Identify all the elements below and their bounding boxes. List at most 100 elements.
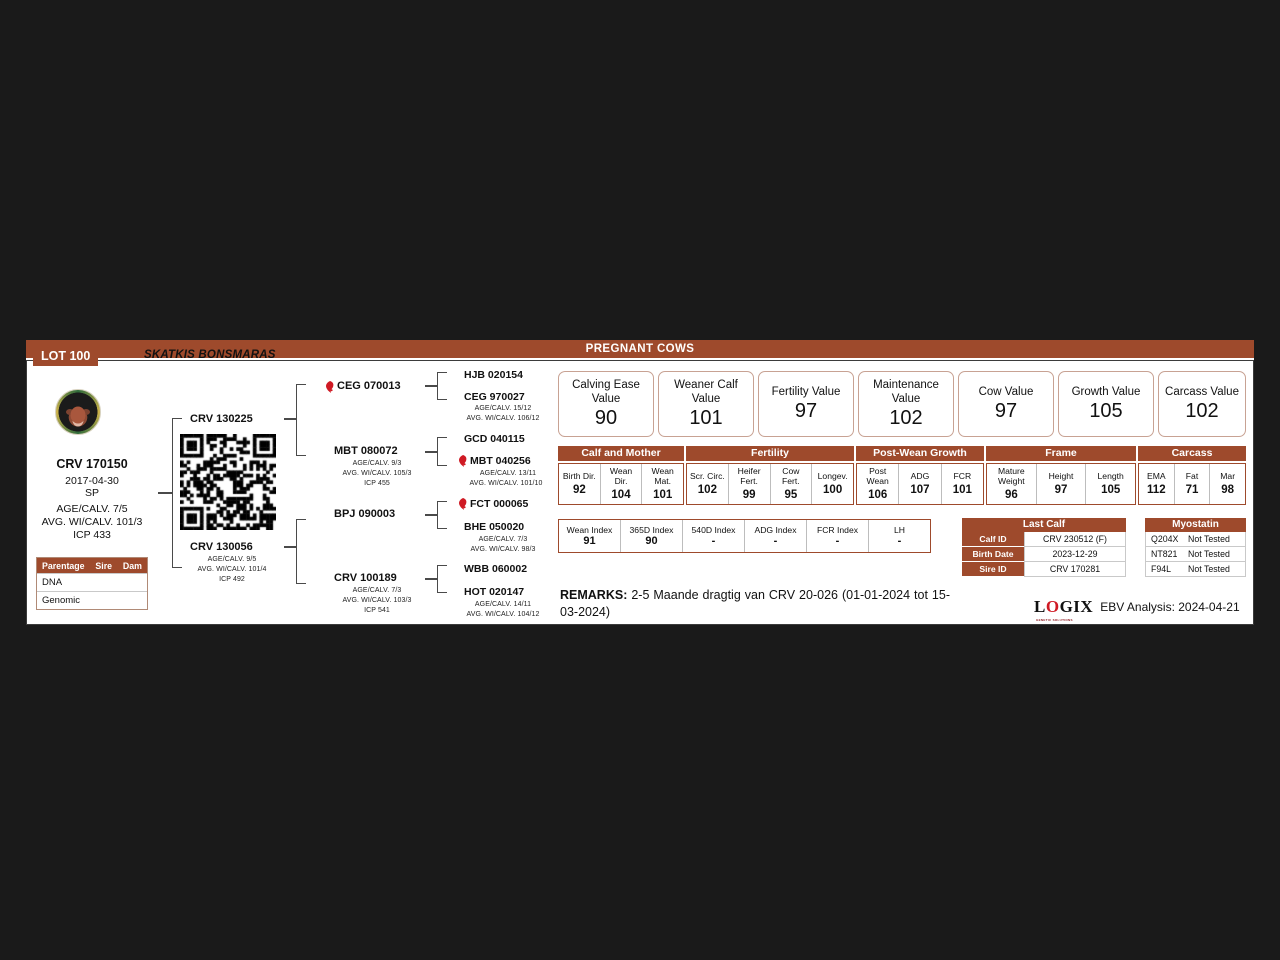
ebv-trait-mar: Mar 98	[1210, 464, 1245, 504]
ebv-analysis-date: EBV Analysis: 2024-04-21	[1100, 600, 1240, 614]
table-row: F94L Not Tested	[1145, 562, 1246, 577]
ebv-trait-value: 99	[742, 488, 756, 501]
value-box-label: Growth Value	[1071, 385, 1141, 398]
ebv-traits-calf-and-mother: Birth Dir. 92 Wean Dir. 104 Wean Mat. 10…	[558, 463, 684, 505]
qr-code[interactable]	[180, 434, 276, 530]
ped-gen3-6-id: WBB 060002	[464, 563, 528, 575]
remarks-block: REMARKS: 2-5 Maande dragtig van CRV 20-0…	[560, 587, 950, 621]
myostatin-table: Myostatin Q204X Not Tested NT821 Not Tes…	[1145, 518, 1246, 577]
connector-sire-bracket	[296, 384, 306, 456]
index-label: Wean Index	[566, 525, 613, 535]
logix-letter-o: O	[1045, 597, 1060, 616]
ped-gen2-3-avg: AVG. WI/CALV. 103/3	[342, 597, 412, 604]
ped-gen2-3-age-calv: AGE/CALV. 7/3	[352, 587, 402, 594]
table-row: Birth Date 2023-12-29	[962, 547, 1126, 562]
animal-code: SP	[84, 487, 99, 499]
ebv-trait-value: 105	[1101, 483, 1121, 496]
connector-g2-1-bracket	[437, 437, 447, 466]
table-row: Sire ID CRV 170281	[962, 562, 1126, 577]
index-label: LH	[894, 525, 905, 535]
ebv-group-header-carcass: Carcass	[1138, 446, 1246, 461]
ped-gen2-0-id: CEG 070013	[337, 380, 401, 392]
ebv-trait-label: Length	[1097, 471, 1124, 482]
ebv-trait-wean-mat: Wean Mat. 101	[642, 464, 683, 504]
value-box-fertility: Fertility Value 97	[758, 371, 854, 437]
ebv-trait-label: Wean Mat.	[651, 466, 674, 486]
ebv-trait-label: Birth Dir.	[562, 471, 596, 482]
ebv-traits-carcass: EMA 112 Fat 71 Mar 98	[1138, 463, 1246, 505]
myostatin-status: Not Tested	[1188, 564, 1230, 574]
ped-gen3-7-age-calv: AGE/CALV. 14/11	[474, 601, 532, 608]
ped-dam-icp: ICP 492	[219, 576, 245, 583]
parentage-row-genomic: Genomic	[37, 591, 147, 609]
ped-gen2-1-age-calv: AGE/CALV. 9/3	[352, 460, 402, 467]
connector-g2-1-stem	[425, 451, 437, 453]
ebv-trait-value: 106	[868, 488, 888, 501]
value-box-number: 97	[994, 400, 1018, 422]
myostatin-marker: F94L	[1151, 564, 1172, 574]
parentage-row-dna: DNA	[37, 573, 147, 591]
ebv-trait-label: Heifer Fert.	[737, 466, 761, 486]
ped-gen3-2-id: GCD 040115	[464, 433, 525, 445]
value-box-label: Cow Value	[978, 385, 1034, 398]
last-calf-table: Last Calf Calf ID CRV 230512 (F) Birth D…	[962, 518, 1126, 577]
value-box-number: 90	[594, 407, 618, 430]
ebv-trait-value: 104	[611, 488, 631, 501]
value-box-growth: Growth Value 105	[1058, 371, 1154, 437]
last-calf-value: 2023-12-29	[1024, 547, 1126, 562]
ebv-group-header-post-wean-growth: Post-Wean Growth	[856, 446, 984, 461]
parentage-col-parentage: Parentage	[42, 560, 85, 571]
ebv-trait-label: Scr. Circ.	[689, 471, 725, 482]
ebv-trait-value: 71	[1185, 483, 1199, 496]
ped-dam-id: CRV 130056	[190, 541, 253, 553]
parentage-col-sire: Sire	[95, 560, 113, 571]
ebv-trait-value: 92	[572, 483, 586, 496]
ebv-trait-label: Wean Dir.	[609, 466, 633, 486]
ebv-trait-length: Length 105	[1086, 464, 1135, 504]
document-title: PREGNANT COWS	[585, 343, 695, 355]
ebv-trait-label: EMA	[1147, 471, 1166, 482]
ebv-trait-value: 101	[952, 483, 972, 496]
ebv-trait-label: FCR	[953, 471, 972, 482]
remarks-label: REMARKS:	[560, 588, 628, 602]
ped-gen3-7-id: HOT 020147	[464, 586, 525, 598]
parentage-table: Parentage Sire Dam DNA Genomic	[36, 557, 148, 610]
index-adg: ADG Index -	[745, 520, 807, 552]
value-box-cow: Cow Value 97	[958, 371, 1054, 437]
logix-tagline: GENETIC SOLUTIONS	[1036, 618, 1073, 622]
ped-gen2-1-id: MBT 080072	[334, 445, 398, 457]
ped-gen2-1-avg: AVG. WI/CALV. 105/3	[342, 470, 412, 477]
ebv-trait-birth-dir: Birth Dir. 92	[559, 464, 601, 504]
ebv-trait-post-wean: Post Wean 106	[857, 464, 900, 504]
logix-letters-gix: GIX	[1059, 597, 1094, 616]
value-box-number: 97	[794, 400, 818, 422]
connector-g2-0-bracket	[437, 372, 447, 400]
index-wean: Wean Index 91	[559, 520, 621, 552]
ped-gen3-7-avg: AVG. WI/CALV. 104/12	[466, 611, 540, 618]
lot-badge: LOT 100	[33, 347, 99, 366]
ped-gen2-2-id: BPJ 090003	[334, 508, 396, 520]
parentage-header: Parentage Sire Dam	[37, 558, 147, 573]
index-value: -	[711, 535, 716, 547]
ped-gen3-3-avg: AVG. WI/CALV. 101/10	[469, 480, 543, 487]
ped-gen3-1-age-calv: AGE/CALV. 15/12	[474, 405, 532, 412]
index-label: FCR Index	[816, 525, 859, 535]
logix-footer: L O GIX GENETIC SOLUTIONS EBV Analysis: 20…	[1034, 597, 1240, 622]
ped-dam-avg: AVG. WI/CALV. 101/4	[197, 566, 267, 573]
ped-gen2-3-id: CRV 100189	[334, 572, 397, 584]
value-box-label: Weaner Calf Value	[674, 378, 738, 405]
ped-gen3-3-id: MBT 040256	[470, 455, 531, 467]
myostatin-marker: NT821	[1151, 549, 1178, 559]
myostatin-marker: Q204X	[1151, 534, 1179, 544]
ped-dam-age-calv: AGE/CALV. 9/5	[207, 556, 257, 563]
ebv-trait-mature-weight: Mature Weight 96	[987, 464, 1037, 504]
logix-letter-l: L	[1034, 597, 1046, 616]
ped-gen3-5-avg: AVG. WI/CALV. 98/3	[470, 546, 536, 553]
ped-gen3-1-id: CEG 970027	[464, 391, 525, 403]
animal-avg-wi-calv: AVG. WI/CALV. 101/3	[41, 516, 143, 528]
ebv-trait-value: 100	[823, 483, 843, 496]
herd-name: SKATKIS BONSMARAS	[144, 349, 276, 361]
connector-animal-stem	[158, 492, 172, 494]
index-fcr: FCR Index -	[807, 520, 869, 552]
